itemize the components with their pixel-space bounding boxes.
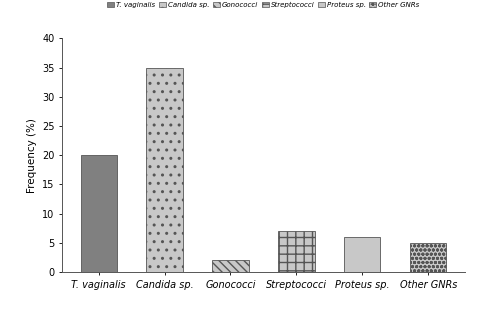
Bar <box>410 243 446 272</box>
Bar <box>344 237 380 272</box>
Legend: T. vaginalis, Candida sp., Gonococci, Streptococci, Proteus sp., Other GNRs: T. vaginalis, Candida sp., Gonococci, St… <box>107 2 420 8</box>
Bar <box>147 68 182 272</box>
Y-axis label: Frequency (%): Frequency (%) <box>26 118 36 193</box>
Bar <box>80 155 117 272</box>
Bar <box>278 231 315 272</box>
Bar <box>212 260 249 272</box>
